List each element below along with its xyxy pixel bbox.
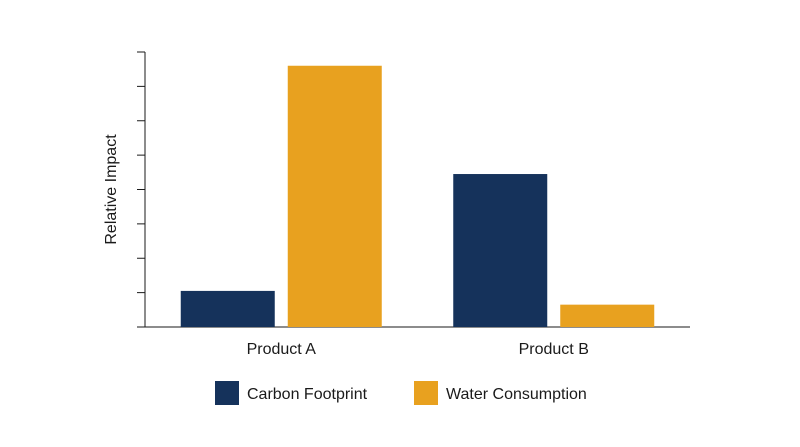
x-axis-tick-labels: Product A Product B bbox=[247, 341, 589, 358]
bar-carbon-footprint-product-b bbox=[453, 174, 548, 327]
legend-swatch bbox=[414, 381, 438, 405]
bars bbox=[180, 65, 655, 327]
x-tick-label: Product A bbox=[247, 341, 317, 358]
x-tick-label: Product B bbox=[519, 341, 589, 358]
y-axis-ticks bbox=[137, 51, 145, 328]
bar-water-consumption-product-a bbox=[287, 65, 382, 327]
y-axis-title: Relative Impact bbox=[103, 134, 120, 245]
legend-label: Carbon Footprint bbox=[247, 386, 368, 403]
axes bbox=[137, 51, 690, 328]
legend-label: Water Consumption bbox=[446, 386, 587, 403]
bar-carbon-footprint-product-a bbox=[180, 290, 275, 327]
legend-swatch bbox=[215, 381, 239, 405]
legend: Carbon Footprint Water Consumption bbox=[215, 381, 587, 405]
bar-water-consumption-product-b bbox=[560, 304, 655, 327]
